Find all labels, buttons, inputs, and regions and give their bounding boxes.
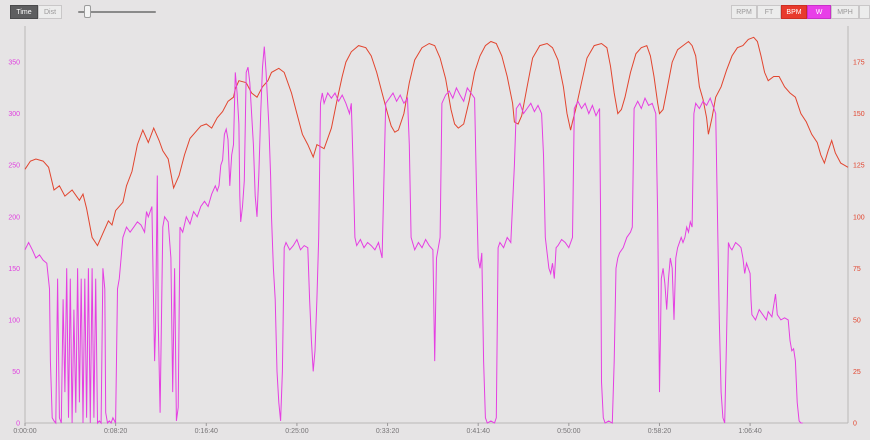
x-tick-label: 0:33:20 — [376, 428, 399, 435]
x-tick-label: 0:50:00 — [557, 428, 580, 435]
ft-toggle-button[interactable]: FT — [757, 5, 781, 19]
heart-rate-line — [24, 36, 849, 247]
time-axis: 0:00:00 0:08:20 0:16:40 0:25:00 0:33:20 0:41:… — [13, 422, 848, 435]
bpm-toggle-button[interactable]: BPM — [781, 5, 807, 19]
x-tick-label: 0:16:40 — [195, 428, 218, 435]
distance-mode-button[interactable]: Dist — [38, 5, 62, 19]
mph-toggle-button[interactable]: MPH — [831, 5, 859, 19]
power-axis: 0 50 100 150 200 250 300 350 — [8, 26, 26, 428]
right-tick-label: 50 — [853, 317, 861, 324]
x-tick-label: 0:00:00 — [13, 428, 36, 435]
x-tick-label: 0:25:00 — [285, 428, 308, 435]
heart-rate-axis: 0 25 50 75 100 125 150 175 — [847, 26, 865, 428]
right-tick-label: 25 — [853, 369, 861, 376]
x-tick-label: 0:41:40 — [467, 428, 490, 435]
power-line — [24, 46, 803, 425]
left-tick-label: 50 — [12, 369, 20, 376]
right-tick-label: 75 — [853, 266, 861, 273]
right-tick-label: 175 — [853, 60, 865, 67]
left-tick-label: 0 — [16, 421, 20, 428]
right-tick-label: 125 — [853, 163, 865, 170]
x-tick-label: 0:58:20 — [648, 428, 671, 435]
left-tick-label: 200 — [8, 214, 20, 221]
x-tick-label: 1:06:40 — [738, 428, 761, 435]
right-tick-label: 150 — [853, 111, 865, 118]
right-tick-label: 0 — [853, 421, 857, 428]
right-tick-label: 100 — [853, 214, 865, 221]
left-tick-label: 250 — [8, 163, 20, 170]
left-tick-label: 100 — [8, 317, 20, 324]
left-tick-label: 300 — [8, 111, 20, 118]
time-mode-button[interactable]: Time — [10, 5, 38, 19]
toolbar: Time Dist RPM FT BPM W MPH — [0, 0, 870, 24]
zoom-slider-thumb[interactable] — [84, 5, 92, 18]
zoom-slider-track[interactable] — [78, 11, 156, 13]
x-tick-label: 0:08:20 — [104, 428, 127, 435]
watts-toggle-button[interactable]: W — [807, 5, 831, 19]
left-tick-label: 150 — [8, 266, 20, 273]
left-tick-label: 350 — [8, 60, 20, 67]
rpm-toggle-button[interactable]: RPM — [731, 5, 757, 19]
